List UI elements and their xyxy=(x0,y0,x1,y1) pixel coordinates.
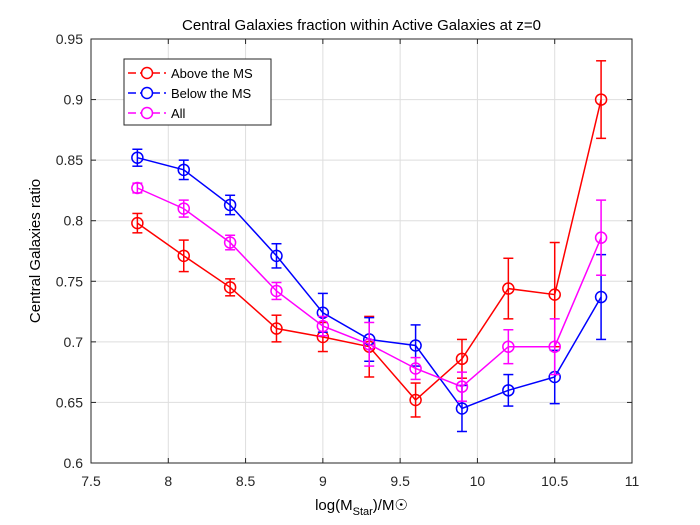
y-tick-label: 0.85 xyxy=(56,152,83,168)
data-point xyxy=(270,322,283,335)
x-tick-label: 10 xyxy=(470,473,486,489)
data-point xyxy=(594,231,608,244)
data-point xyxy=(455,352,469,366)
y-tick-label: 0.65 xyxy=(56,394,83,410)
y-axis-label: Central Galaxies ratio xyxy=(27,179,44,323)
data-point xyxy=(455,402,469,415)
x-tick-label: 11 xyxy=(625,473,640,489)
data-point xyxy=(502,384,515,397)
x-tick-label: 8.5 xyxy=(236,473,256,489)
y-tick-label: 0.95 xyxy=(56,31,83,47)
data-point xyxy=(548,288,561,301)
data-point xyxy=(177,163,190,177)
plot-frame xyxy=(90,38,633,464)
legend-item: Above the MS xyxy=(128,66,253,81)
data-point xyxy=(409,393,422,407)
x-tick-label: 9.5 xyxy=(390,473,410,489)
x-axis-label: log(MStar)/M☉ xyxy=(315,497,408,518)
x-axis-label-subscript: Star xyxy=(353,506,374,518)
x-axis-label-main: log(M xyxy=(315,497,353,514)
series-2 xyxy=(131,181,608,402)
data-point xyxy=(316,319,330,333)
data-point xyxy=(594,93,608,106)
chart-title: Central Galaxies fraction within Active … xyxy=(182,17,541,34)
legend-swatch-marker xyxy=(140,86,154,100)
data-point xyxy=(177,249,190,263)
legend-swatch-marker xyxy=(140,66,154,80)
x-tick-label: 9 xyxy=(319,473,327,489)
data-point xyxy=(223,198,237,212)
data-point xyxy=(502,340,515,353)
y-tick-label: 0.6 xyxy=(64,455,84,471)
data-point xyxy=(223,236,237,249)
data-point xyxy=(131,181,144,195)
data-point xyxy=(548,340,561,353)
data-point xyxy=(177,202,190,215)
data-point xyxy=(455,380,469,393)
legend-item: All xyxy=(128,106,186,121)
data-point xyxy=(502,282,515,295)
legend-item: Below the MS xyxy=(128,86,252,101)
x-tick-label: 10.5 xyxy=(541,473,568,489)
data-point xyxy=(270,249,283,263)
x-tick-label: 7.5 xyxy=(81,473,101,489)
x-axis-label-tail: )/M☉ xyxy=(373,497,408,514)
legend-label: Above the MS xyxy=(171,66,253,81)
y-tick-label: 0.7 xyxy=(64,334,84,350)
series-layer xyxy=(131,60,608,433)
data-point xyxy=(270,284,283,298)
x-tick-label: 8 xyxy=(164,473,172,489)
y-tick-label: 0.75 xyxy=(56,273,83,289)
data-point xyxy=(409,362,422,375)
data-point xyxy=(223,281,237,294)
ticks xyxy=(90,38,633,464)
data-point xyxy=(131,216,144,230)
data-point xyxy=(131,151,144,164)
data-point xyxy=(409,339,422,352)
data-point xyxy=(362,338,376,351)
data-point xyxy=(594,290,608,304)
legend-label: Below the MS xyxy=(171,86,252,101)
legend: Above the MS Below the MS All xyxy=(123,58,272,126)
legend-label: All xyxy=(171,106,186,121)
y-tick-label: 0.8 xyxy=(64,213,84,229)
legend-swatch-marker xyxy=(140,106,154,120)
tick-labels: 7.5 8 8.5 9 9.5 10 10.5 11 0.6 0.65 0.7 0.75 0.8 0.85… xyxy=(56,31,640,489)
y-tick-label: 0.9 xyxy=(64,92,84,108)
